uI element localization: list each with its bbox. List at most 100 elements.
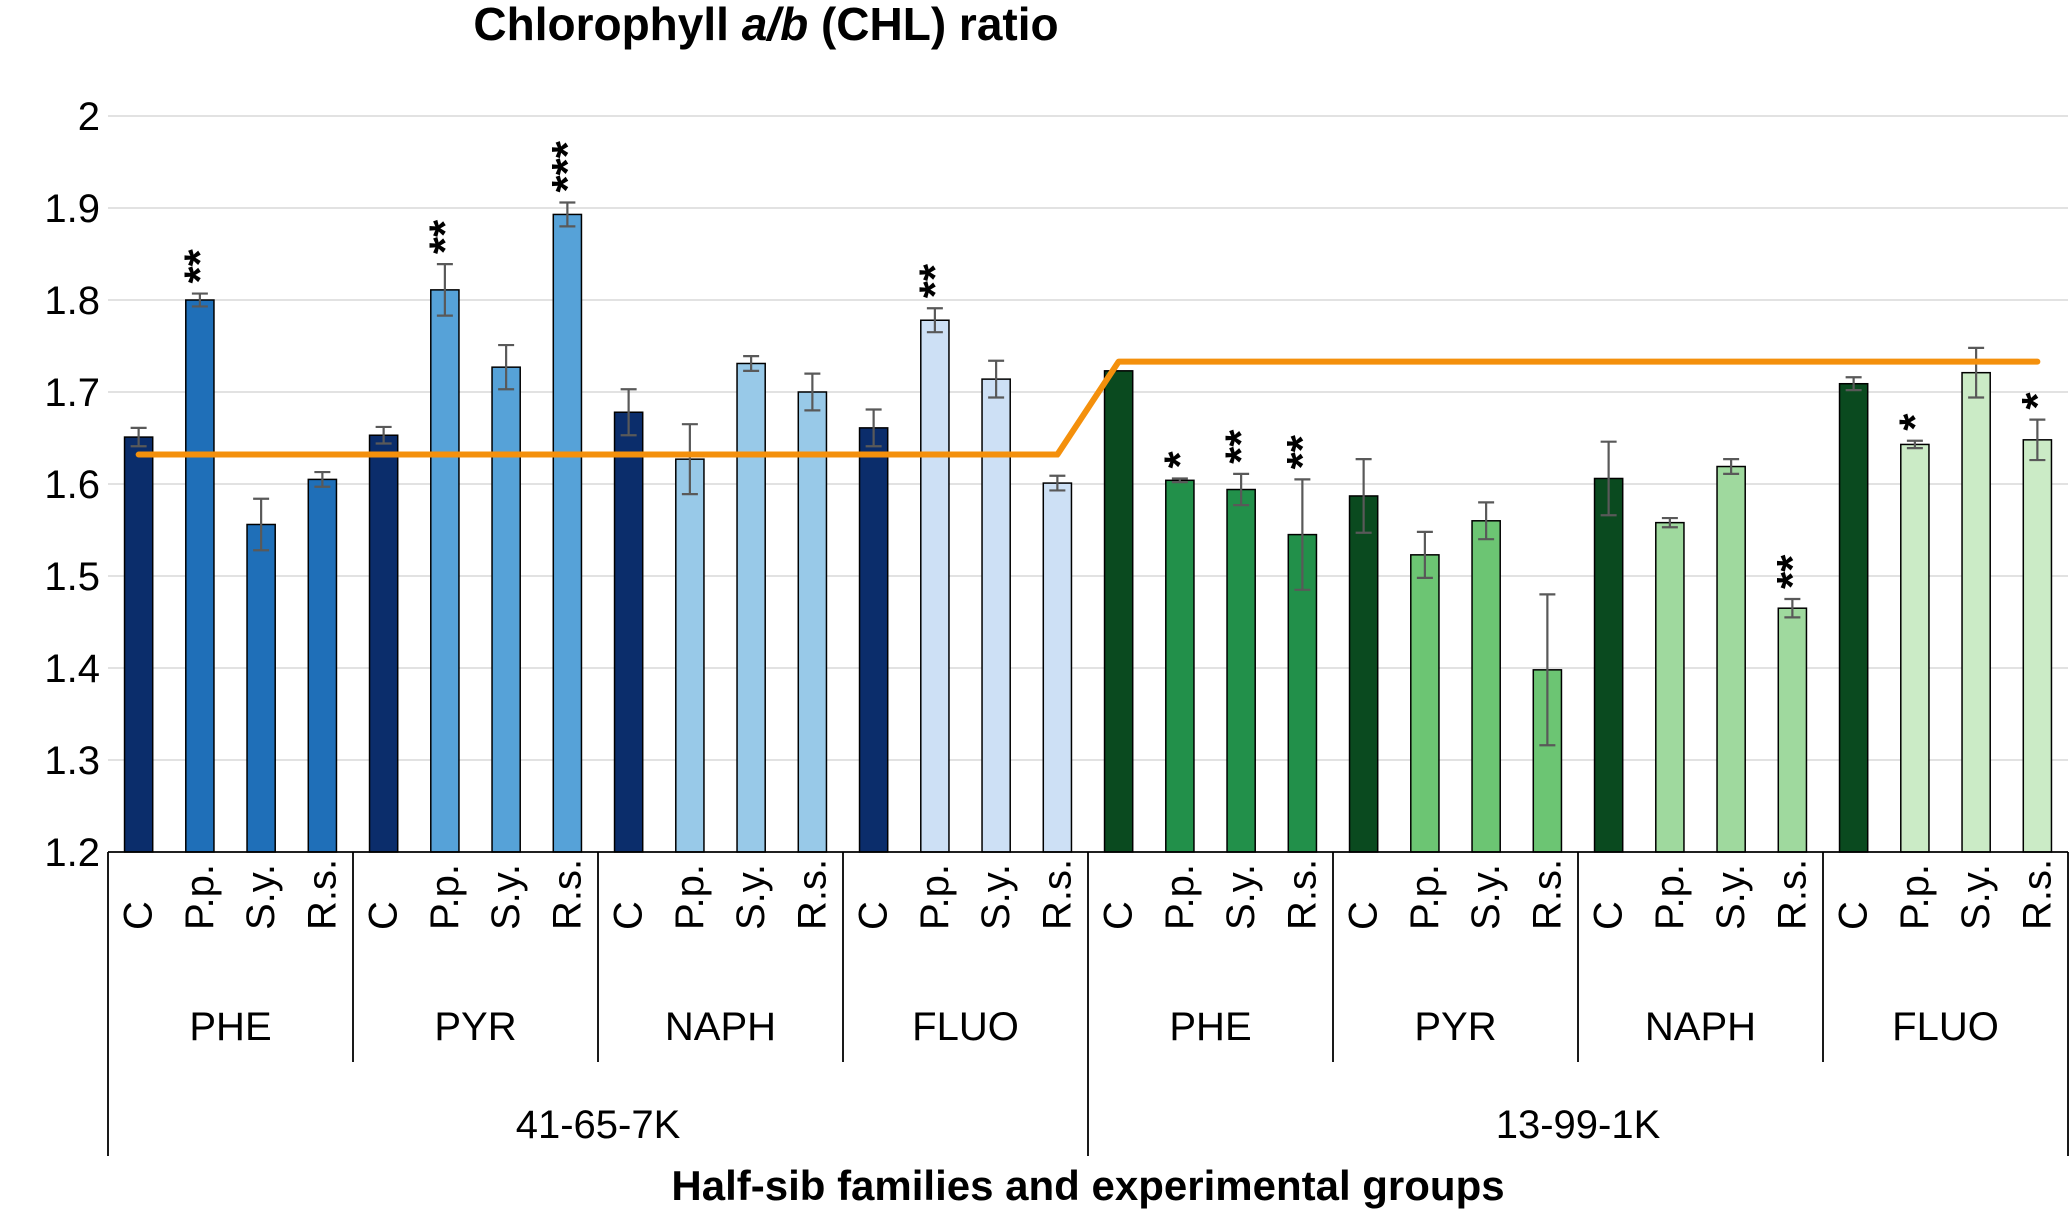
category-label: P.p. — [423, 864, 467, 930]
gridlines — [108, 115, 2068, 761]
bars — [123, 213, 2053, 853]
category-label: C — [1342, 901, 1386, 930]
bar — [1593, 477, 1624, 853]
significance-marker: ** — [175, 248, 224, 283]
bar — [552, 213, 583, 853]
y-tick-label: 1.5 — [44, 555, 100, 599]
category-label: P.p. — [668, 864, 712, 930]
category-label: C — [362, 901, 406, 930]
y-tick-label: 1.2 — [44, 831, 100, 875]
category-label: R.s. — [790, 859, 834, 930]
group-label: PYR — [434, 1005, 516, 1049]
bar — [1777, 607, 1808, 853]
family-mean-line — [135, 358, 2041, 458]
y-tick-label: 1.7 — [44, 371, 100, 415]
family-label: 41-65-7K — [516, 1103, 681, 1147]
bar — [797, 391, 828, 853]
y-tick-label: 2 — [78, 95, 100, 139]
category-axis: C P.p. S.y. R.s. C P.p. S.y. R.s. C P.p. S.y. R.s. C… — [107, 851, 2069, 1156]
family-label: 13-99-1K — [1496, 1103, 1661, 1147]
significance-marker: ** — [910, 263, 959, 298]
significance-marker: * — [1155, 450, 1204, 468]
error-bars — [130, 201, 2046, 747]
y-tick-label: 1.3 — [44, 739, 100, 783]
category-label: C — [852, 901, 896, 930]
bar — [246, 523, 276, 853]
bar — [1838, 382, 1869, 853]
category-label: R.s. — [1280, 859, 1324, 930]
category-label: P.p. — [178, 864, 222, 930]
category-label: S.y. — [1954, 864, 1998, 930]
group-label: FLUO — [1892, 1005, 1999, 1049]
category-label: P.p. — [1648, 864, 1692, 930]
chart-title-part-1: Chlorophyll — [473, 0, 741, 50]
category-label: C — [117, 901, 161, 930]
y-tick-label: 1.8 — [44, 279, 100, 323]
category-label: P.p. — [1403, 864, 1447, 930]
bar — [1961, 371, 1991, 853]
category-label: R.s. — [545, 859, 589, 930]
y-tick-label: 1.4 — [44, 647, 100, 691]
chart-title-part-2: a/b — [742, 0, 808, 50]
significance-marker: ** — [1217, 429, 1266, 464]
bar — [2022, 439, 2053, 853]
chart-title: Chlorophyll a/b (CHL) ratio — [473, 0, 1058, 50]
significance-marker: ** — [1768, 554, 1817, 589]
bar — [185, 299, 215, 853]
bar — [613, 411, 644, 853]
category-label: S.y. — [239, 864, 283, 930]
bar — [1471, 520, 1501, 853]
bar — [1165, 479, 1195, 853]
group-label: FLUO — [912, 1005, 1019, 1049]
significance-marker: *** — [543, 140, 592, 192]
y-tick-label: 1.9 — [44, 187, 100, 231]
group-label: PYR — [1414, 1005, 1496, 1049]
significance-markers: ********** ** ****** — [175, 140, 2062, 589]
group-label: PHE — [1169, 1005, 1251, 1049]
category-label: C — [1832, 901, 1876, 930]
category-label: C — [607, 901, 651, 930]
bar — [858, 427, 889, 853]
bar — [368, 434, 399, 853]
category-label: S.y. — [1464, 864, 1508, 930]
bar — [307, 478, 338, 853]
significance-marker: * — [1890, 413, 1939, 431]
category-label: R.s. — [300, 859, 344, 930]
category-label: P.p. — [1893, 864, 1937, 930]
bar — [1655, 521, 1685, 853]
category-label: R.s. — [1525, 859, 1569, 930]
category-label: C — [1587, 901, 1631, 930]
category-label: R.s. — [1035, 859, 1079, 930]
significance-marker: ** — [420, 219, 469, 254]
x-axis-title: Half-sib families and experimental group… — [671, 1162, 1504, 1209]
bar — [1716, 465, 1746, 853]
bar — [1348, 495, 1379, 853]
category-label: R.s. — [1770, 859, 1814, 930]
bar — [1410, 554, 1440, 853]
group-label: NAPH — [1645, 1005, 1756, 1049]
bar — [1042, 482, 1073, 853]
family-mean-lines — [135, 358, 2041, 458]
group-label: NAPH — [665, 1005, 776, 1049]
bar — [123, 436, 154, 853]
significance-marker: * — [2013, 392, 2062, 410]
category-label: S.y. — [974, 864, 1018, 930]
y-axis-ticks: 1.2 1.3 1.4 1.5 1.6 1.7 1.8 1.9 2 — [44, 95, 100, 875]
category-label: C — [1097, 901, 1141, 930]
category-label: S.y. — [484, 864, 528, 930]
bar — [491, 366, 521, 853]
bar — [1226, 488, 1256, 853]
category-label: P.p. — [913, 864, 957, 930]
bar — [1900, 443, 1930, 853]
y-tick-label: 1.6 — [44, 463, 100, 507]
chart-title-part-3: (CHL) ratio — [808, 0, 1058, 50]
significance-marker: ** — [1278, 434, 1327, 469]
bar — [920, 319, 950, 853]
bar — [736, 362, 766, 853]
category-label: P.p. — [1158, 864, 1202, 930]
bar — [675, 458, 705, 853]
category-label: S.y. — [729, 864, 773, 930]
bar — [430, 289, 460, 853]
